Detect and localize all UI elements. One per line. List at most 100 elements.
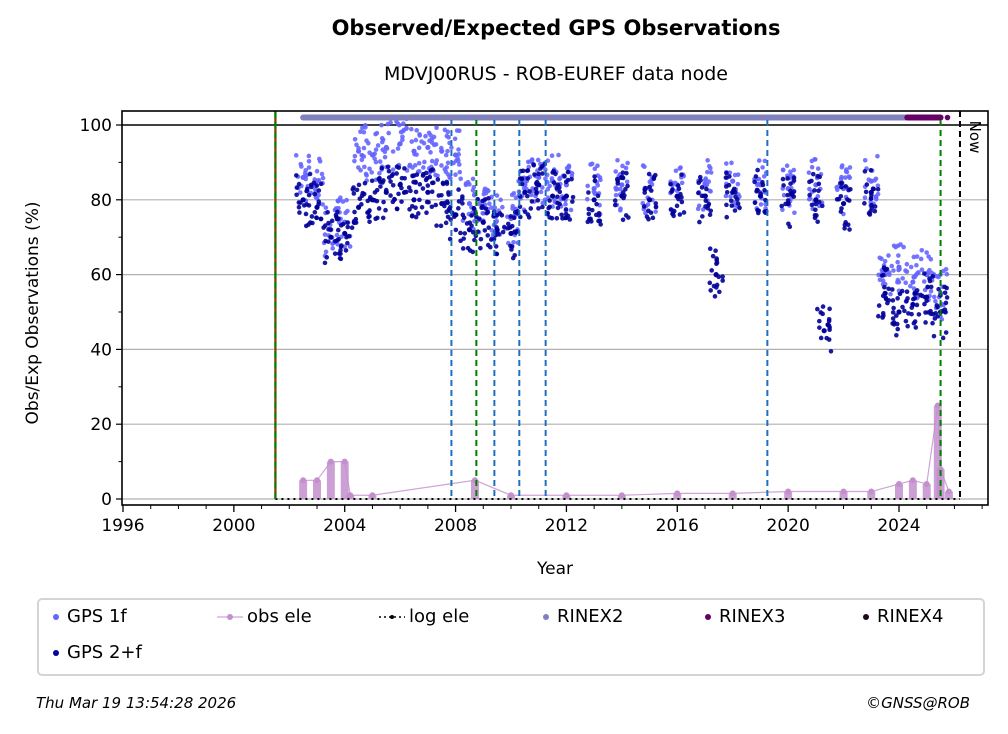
data-point bbox=[703, 198, 709, 204]
data-point bbox=[372, 190, 378, 195]
data-point bbox=[345, 224, 351, 230]
data-point bbox=[931, 294, 937, 300]
dot-icon bbox=[53, 649, 59, 656]
data-point bbox=[343, 248, 349, 253]
data-point bbox=[945, 488, 952, 495]
data-point bbox=[646, 171, 652, 177]
data-point bbox=[788, 181, 793, 186]
data-point bbox=[303, 176, 308, 182]
data-point bbox=[443, 220, 449, 226]
data-point bbox=[896, 253, 901, 258]
data-point bbox=[821, 328, 827, 334]
data-point bbox=[916, 312, 922, 317]
data-point bbox=[816, 199, 822, 205]
data-point bbox=[414, 152, 419, 157]
data-point bbox=[889, 263, 895, 269]
data-point bbox=[423, 170, 429, 176]
data-point bbox=[896, 267, 901, 273]
data-point bbox=[449, 145, 454, 150]
data-point bbox=[704, 186, 709, 192]
data-point bbox=[886, 253, 891, 258]
data-point bbox=[394, 164, 400, 170]
data-point bbox=[345, 220, 350, 225]
chart-title: Observed/Expected GPS Observations bbox=[331, 16, 781, 40]
data-point bbox=[421, 140, 427, 146]
data-point bbox=[586, 190, 591, 195]
data-point bbox=[436, 193, 442, 198]
data-point bbox=[931, 333, 937, 339]
data-point bbox=[430, 167, 435, 172]
data-point bbox=[620, 217, 626, 223]
data-area bbox=[944, 491, 953, 499]
data-point bbox=[399, 185, 404, 191]
legend: GPS 1f obs ele log ele RINEX2 RINEX3 RIN… bbox=[37, 598, 985, 676]
data-point bbox=[940, 335, 946, 341]
data-point bbox=[922, 271, 927, 276]
data-point bbox=[716, 274, 722, 280]
x-tick-label: 2000 bbox=[212, 516, 255, 536]
data-point bbox=[620, 190, 626, 195]
data-point bbox=[625, 160, 630, 166]
legend-item-rinex4: RINEX4 bbox=[859, 606, 943, 627]
data-point bbox=[779, 203, 784, 209]
data-point bbox=[820, 304, 826, 309]
data-point bbox=[598, 222, 603, 227]
data-point bbox=[591, 189, 597, 194]
data-point bbox=[512, 229, 517, 234]
data-point bbox=[914, 291, 919, 296]
data-point bbox=[807, 186, 812, 192]
data-point bbox=[453, 172, 458, 178]
data-point bbox=[888, 291, 893, 297]
data-point bbox=[310, 220, 315, 226]
data-point bbox=[413, 137, 419, 143]
data-point bbox=[556, 152, 561, 158]
data-point bbox=[494, 218, 500, 224]
x-tick-label: 2020 bbox=[767, 516, 810, 536]
data-point bbox=[487, 201, 492, 207]
data-point bbox=[369, 178, 375, 184]
data-point bbox=[886, 286, 891, 292]
legend-label: GPS 1f bbox=[67, 606, 127, 627]
data-point bbox=[928, 284, 934, 290]
data-point bbox=[451, 214, 457, 219]
data-point bbox=[712, 294, 718, 299]
data-point bbox=[461, 236, 466, 241]
legend-item-obs-ele: obs ele bbox=[217, 606, 312, 627]
data-point bbox=[443, 152, 449, 158]
data-point bbox=[456, 162, 462, 167]
data-point bbox=[872, 208, 878, 214]
data-point bbox=[409, 139, 415, 144]
data-point bbox=[729, 203, 735, 208]
data-point bbox=[470, 249, 476, 255]
data-point bbox=[918, 256, 924, 262]
data-point bbox=[545, 186, 551, 192]
data-point bbox=[302, 171, 308, 176]
data-point bbox=[356, 145, 361, 151]
data-point bbox=[595, 183, 601, 188]
data-point bbox=[411, 197, 417, 203]
data-point bbox=[322, 260, 328, 266]
data-point bbox=[394, 206, 400, 212]
data-point bbox=[457, 169, 463, 175]
data-point bbox=[791, 167, 797, 173]
data-point bbox=[642, 187, 648, 192]
data-point bbox=[729, 160, 734, 166]
data-point bbox=[756, 158, 762, 163]
data-point bbox=[903, 318, 909, 324]
data-point bbox=[909, 305, 915, 310]
data-point bbox=[813, 201, 819, 207]
data-point bbox=[306, 158, 312, 164]
data-point bbox=[369, 492, 376, 499]
data-point bbox=[433, 172, 438, 178]
data-point bbox=[409, 126, 414, 132]
data-point bbox=[340, 199, 346, 204]
data-point bbox=[674, 203, 680, 209]
data-point bbox=[613, 169, 618, 174]
data-point bbox=[862, 201, 867, 206]
data-point bbox=[752, 179, 757, 185]
data-point bbox=[390, 171, 396, 177]
data-point bbox=[880, 293, 886, 299]
data-point bbox=[366, 209, 371, 215]
data-point bbox=[453, 227, 459, 233]
data-point bbox=[589, 207, 595, 213]
